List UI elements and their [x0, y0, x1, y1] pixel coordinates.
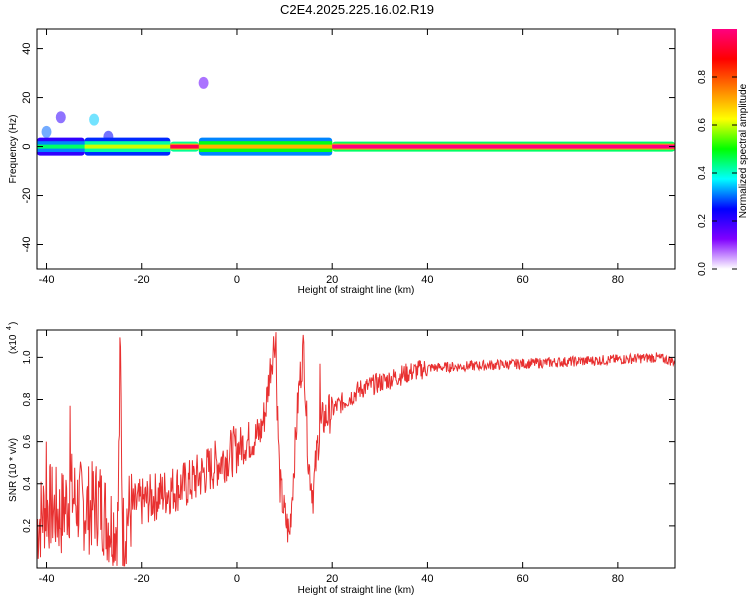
- snr-x-tick-label: -20: [134, 573, 150, 585]
- spectrogram-x-tick-label: 60: [517, 274, 529, 286]
- snr-y-scale-base: (x10: [8, 334, 19, 354]
- spectral-blob: [198, 76, 209, 89]
- snr-y-tick-label: 0.4: [22, 476, 33, 490]
- colorbar-scale: [712, 29, 737, 269]
- snr-panel: -40 -20 0 20 40 60 80 0.2 0.4 0.6 0.8 1.0 Height o…: [6, 322, 676, 596]
- colorbar-tick-label: 0.6: [697, 118, 708, 132]
- snr-x-label: Height of straight line (km): [298, 585, 415, 596]
- spectrogram-y-ticks: -40 -20 0 20 40: [21, 42, 675, 252]
- colorbar-label: Normalized spectral amplitude: [738, 83, 749, 218]
- snr-y-ticks: 0.2 0.4 0.6 0.8 1.0: [22, 350, 675, 533]
- snr-y-scale-close: ): [8, 322, 19, 325]
- spectrogram-x-tick-label: 20: [326, 274, 338, 286]
- spectral-blob: [55, 111, 66, 124]
- snr-series-line: [36, 332, 676, 567]
- snr-frame: [36, 329, 676, 569]
- spectrogram-x-tick-label: 0: [234, 274, 240, 286]
- snr-y-tick-label: 0.2: [22, 518, 33, 532]
- snr-y-label: SNR (10 * v/v): [8, 438, 19, 502]
- spectrogram-frame: [36, 28, 676, 270]
- spectral-band-core: [332, 144, 675, 149]
- spectrogram-x-tick-label: -40: [39, 274, 55, 286]
- spectral-band-core: [37, 144, 85, 149]
- snr-y-tick-label: 0.6: [22, 434, 33, 448]
- snr-x-tick-label: 0: [234, 573, 240, 585]
- spectrogram-x-tick-label: 80: [612, 274, 624, 286]
- colorbar-tick-label: 0.2: [697, 214, 708, 228]
- snr-y-scale-exp: 4: [6, 326, 13, 330]
- colorbar-tick-label: 0.4: [697, 166, 708, 180]
- spectrogram-x-tick-label: -20: [134, 274, 150, 286]
- snr-x-tick-label: 40: [421, 573, 433, 585]
- spectrogram-x-tick-label: 40: [421, 274, 433, 286]
- snr-x-tick-label: 80: [612, 573, 624, 585]
- spectrogram-marks: [37, 76, 675, 156]
- spectrogram-panel: -40 -20 0 20 40 60 80 -40 -20 0 20 40 Height of st…: [8, 28, 676, 296]
- colorbar-ticks: 0.0 0.2 0.4 0.6 0.8: [697, 70, 737, 276]
- colorbar: 0.0 0.2 0.4 0.6 0.8 Normalized spectral ampl…: [697, 29, 749, 276]
- colorbar-tick-label: 0.8: [697, 70, 708, 84]
- snr-y-tick-label: 0.8: [22, 392, 33, 406]
- spectrogram-y-tick-label: -20: [21, 188, 33, 204]
- spectrogram-y-tick-label: 40: [21, 42, 33, 54]
- spectrogram-y-tick-label: 0: [21, 143, 33, 149]
- snr-x-ticks: -40 -20 0 20 40 60 80: [39, 330, 624, 585]
- spectrogram-x-ticks: -40 -20 0 20 40 60 80: [39, 29, 624, 286]
- spectral-band-core: [198, 144, 333, 149]
- snr-marks: [36, 332, 676, 567]
- spectral-band-core: [170, 144, 199, 149]
- snr-y-tick-label: 1.0: [22, 350, 33, 364]
- spectrogram-y-label: Frequency (Hz): [8, 115, 19, 184]
- snr-y-scale: (x10 4 ): [6, 322, 19, 354]
- spectrogram-x-label: Height of straight line (km): [298, 285, 415, 296]
- snr-x-tick-label: -40: [39, 573, 55, 585]
- spectral-blob: [89, 113, 100, 126]
- colorbar-tick-label: 0.0: [697, 262, 708, 276]
- snr-x-tick-label: 20: [326, 573, 338, 585]
- spectrogram-y-tick-label: -40: [21, 237, 33, 253]
- snr-x-tick-label: 60: [517, 573, 529, 585]
- figure-title: C2E4.2025.225.16.02.R19: [280, 2, 434, 17]
- spectral-blob: [41, 125, 52, 138]
- spectral-band-core: [84, 144, 171, 149]
- spectrogram-y-tick-label: 20: [21, 91, 33, 103]
